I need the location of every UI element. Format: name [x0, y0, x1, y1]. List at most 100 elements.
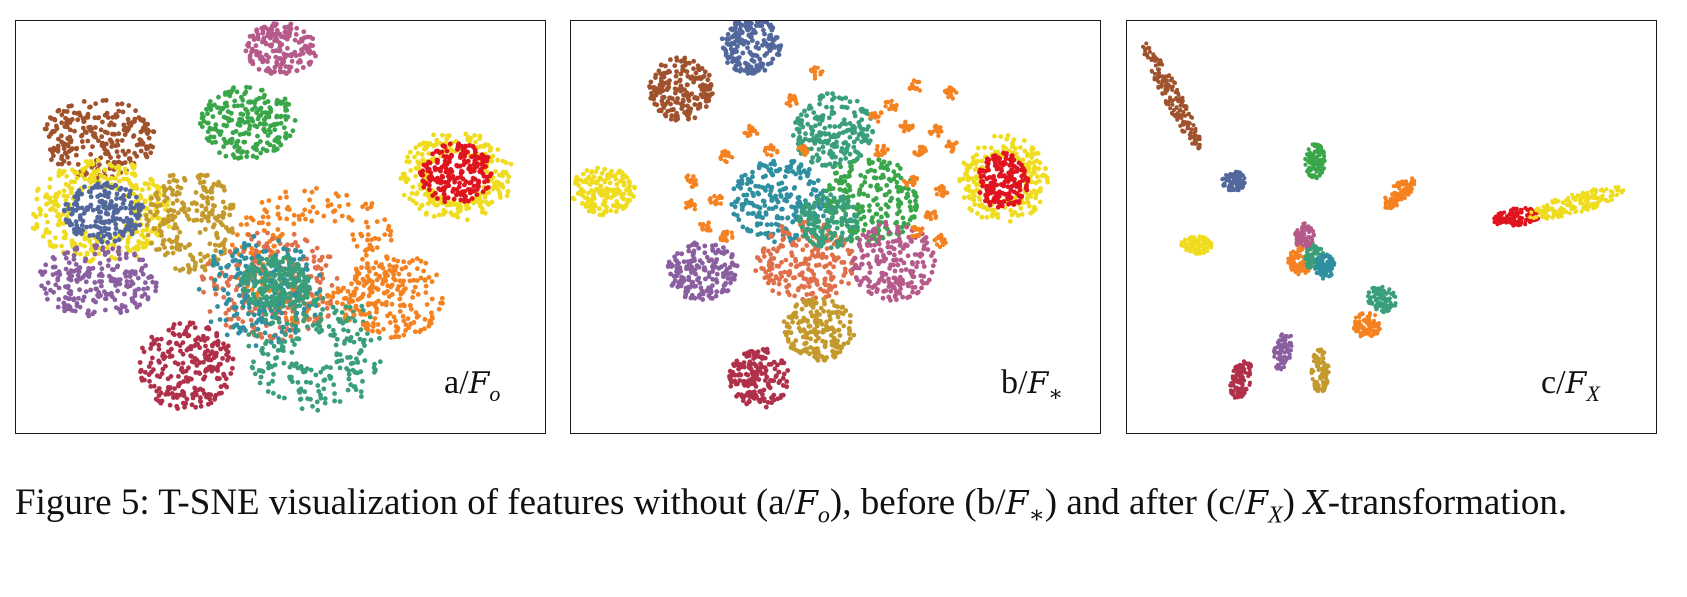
data-point — [274, 355, 280, 360]
data-point — [415, 150, 421, 156]
data-point — [226, 307, 232, 313]
data-point — [278, 120, 284, 126]
data-point — [284, 216, 290, 222]
data-point — [500, 169, 506, 175]
data-point — [869, 218, 874, 224]
data-point — [282, 395, 287, 401]
data-point — [350, 298, 356, 304]
data-point — [246, 301, 252, 307]
data-point — [222, 273, 228, 279]
data-point — [206, 353, 212, 359]
data-point — [310, 248, 315, 254]
data-point — [439, 132, 445, 138]
data-point — [594, 186, 599, 192]
data-point — [438, 300, 443, 306]
data-point — [260, 30, 266, 36]
data-point — [50, 272, 56, 277]
data-point — [359, 303, 365, 309]
data-point — [745, 27, 751, 33]
data-point — [223, 317, 229, 323]
data-point — [343, 304, 349, 310]
data-point — [191, 359, 197, 365]
data-point — [249, 322, 255, 328]
data-point — [201, 179, 207, 185]
data-point — [465, 134, 471, 140]
data-point — [745, 211, 751, 217]
data-point — [382, 217, 388, 223]
data-point — [147, 378, 152, 384]
data-point — [422, 326, 427, 332]
data-point — [311, 254, 317, 260]
data-point — [586, 174, 592, 180]
data-point — [678, 71, 684, 77]
data-point — [706, 72, 712, 78]
data-point — [203, 226, 208, 232]
data-point — [900, 215, 906, 221]
data-point — [272, 64, 278, 70]
data-point — [95, 158, 101, 163]
data-point — [702, 69, 708, 75]
data-point — [175, 184, 181, 190]
data-point — [780, 206, 785, 212]
data-point — [831, 95, 837, 100]
data-point — [283, 102, 289, 108]
data-point — [154, 247, 159, 253]
data-point — [812, 115, 818, 121]
data-point — [244, 281, 249, 286]
data-point — [196, 286, 202, 292]
data-point — [758, 221, 764, 227]
data-point — [358, 231, 363, 237]
data-point — [846, 281, 851, 286]
data-point — [419, 203, 425, 208]
data-point — [86, 125, 92, 130]
data-point — [311, 50, 316, 56]
data-point — [199, 264, 205, 270]
data-point — [146, 364, 152, 369]
data-point — [267, 110, 272, 116]
data-point — [160, 351, 166, 357]
data-point — [139, 265, 145, 271]
data-point — [362, 343, 367, 348]
data-point — [148, 384, 154, 389]
data-point — [313, 372, 319, 378]
data-point — [253, 248, 259, 254]
data-point — [608, 208, 613, 214]
data-point — [259, 256, 265, 262]
data-point — [254, 155, 260, 161]
data-point — [84, 130, 89, 135]
data-point — [116, 245, 122, 251]
data-point — [240, 149, 246, 155]
data-point — [397, 296, 403, 302]
data-point — [761, 198, 767, 204]
data-point — [387, 320, 393, 325]
data-point — [357, 336, 363, 342]
data-point — [876, 157, 882, 163]
data-point — [838, 157, 844, 163]
data-point — [240, 97, 246, 103]
data-point — [663, 113, 669, 119]
data-point — [223, 322, 229, 328]
data-point — [401, 278, 406, 284]
data-point — [489, 158, 495, 164]
data-point — [807, 167, 812, 172]
data-point — [132, 293, 138, 299]
data-point — [218, 361, 223, 367]
data-point — [192, 385, 198, 391]
data-point — [359, 265, 364, 270]
data-point — [292, 37, 298, 43]
data-point — [849, 163, 854, 169]
data-point — [824, 188, 829, 194]
data-point — [131, 205, 137, 211]
data-point — [105, 245, 110, 251]
data-point — [345, 328, 351, 334]
data-point — [284, 278, 290, 284]
data-point — [474, 187, 480, 193]
data-point — [39, 283, 44, 289]
data-point — [116, 171, 121, 177]
data-point — [254, 97, 260, 102]
data-point — [345, 387, 351, 393]
data-point — [175, 361, 181, 367]
data-point — [399, 266, 405, 272]
data-point — [799, 121, 804, 127]
data-point — [767, 192, 773, 198]
